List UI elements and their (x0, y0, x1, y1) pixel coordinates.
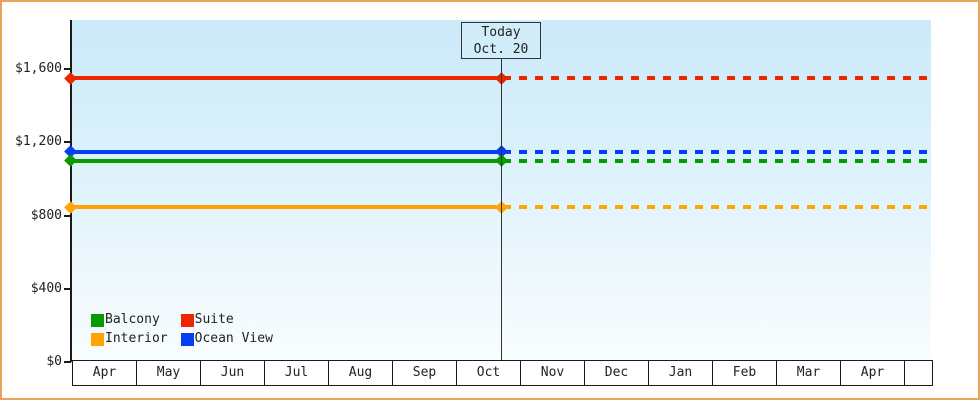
legend-swatch (91, 332, 104, 346)
month-cell: Apr (72, 360, 137, 386)
legend-item: Balcony (91, 313, 168, 327)
legend-item: Interior (91, 332, 168, 346)
series-line-dotted-forecast (503, 76, 931, 81)
month-cell: Oct (456, 360, 521, 386)
series-line-dotted-forecast (503, 158, 931, 163)
legend-item: Ocean View (180, 331, 273, 346)
legend-label: Balcony (105, 312, 160, 327)
y-tick-mark (64, 287, 71, 290)
month-cell: Nov (520, 360, 585, 386)
month-cell: Apr (840, 360, 905, 386)
month-cell: Sep (392, 360, 457, 386)
series-line-dotted-forecast (503, 149, 931, 154)
y-tick-label: $0 (46, 354, 62, 369)
legend-swatch (180, 332, 194, 346)
series-line-solid (70, 149, 503, 154)
series-line-dotted-forecast (503, 205, 931, 210)
series-line-solid (70, 76, 503, 81)
legend-label: Ocean View (194, 331, 273, 346)
month-cell: Dec (584, 360, 649, 386)
series-line-solid (70, 158, 503, 163)
legend-item: Suite (180, 312, 273, 327)
y-tick-mark (64, 361, 71, 363)
month-cell: Jan (648, 360, 713, 386)
y-tick-label: $1,600 (15, 61, 62, 77)
month-cell: Mar (776, 360, 841, 386)
legend-label: Interior (105, 331, 168, 346)
month-cell: May (136, 360, 201, 386)
y-tick-label: $800 (30, 207, 62, 223)
y-axis-line (70, 20, 72, 362)
month-cell: Feb (712, 360, 777, 386)
month-cell: Jul (264, 360, 329, 386)
y-tick-label: $1,200 (15, 134, 62, 150)
legend-label: Suite (194, 312, 234, 327)
y-tick-mark (64, 141, 71, 144)
y-tick-mark (64, 68, 71, 71)
series-line-solid (70, 205, 503, 210)
legend-swatch (91, 313, 104, 327)
y-tick-mark (64, 214, 71, 217)
today-date: Oct. 20 (473, 42, 529, 57)
y-tick-label: $400 (30, 280, 62, 296)
month-cell: Jun (200, 360, 265, 386)
legend: Balcony Suite Interior Ocean View (91, 313, 273, 346)
today-label: Today (481, 25, 521, 40)
legend-swatch (180, 313, 194, 327)
month-cell-empty (904, 360, 933, 386)
today-marker-line (501, 59, 502, 360)
month-cell: Aug (328, 360, 393, 386)
today-annotation-box: Today Oct. 20 (461, 22, 541, 59)
